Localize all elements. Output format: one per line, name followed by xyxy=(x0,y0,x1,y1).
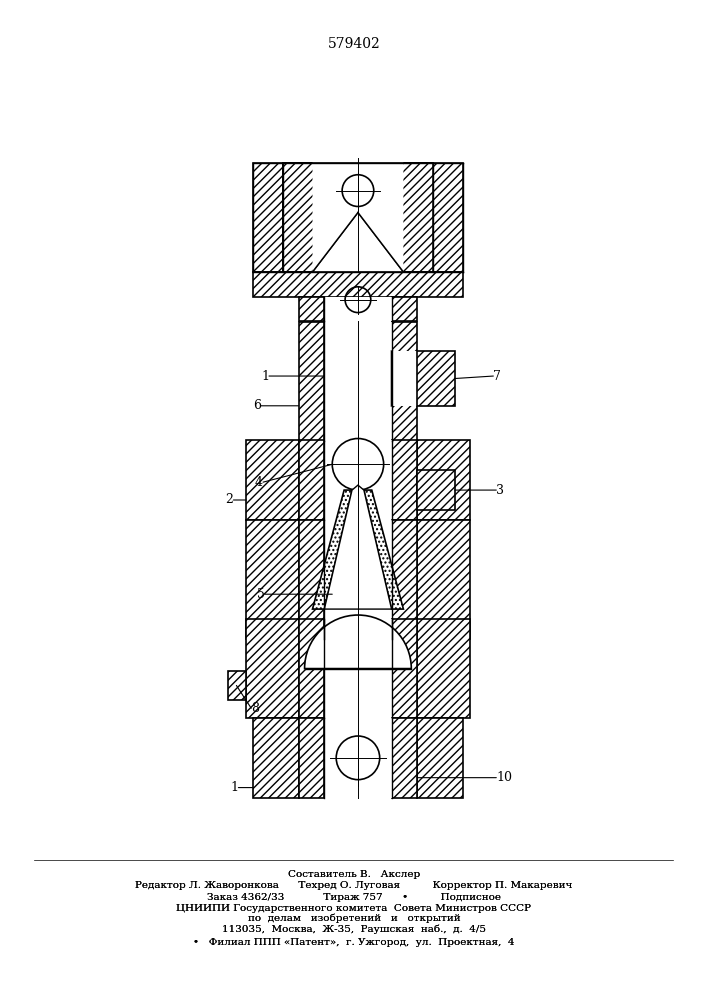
Bar xyxy=(298,297,325,321)
Text: 2: 2 xyxy=(226,493,233,506)
Polygon shape xyxy=(325,485,392,609)
Bar xyxy=(298,718,325,798)
Bar xyxy=(246,440,298,520)
Text: по  делам   изобретений   и   открытий: по делам изобретений и открытий xyxy=(247,914,460,923)
Text: 6: 6 xyxy=(253,399,261,412)
Bar xyxy=(417,520,469,639)
Text: Редактор Л. Жаворонкова      Техред О. Луговая          Корректор П. Макаревич: Редактор Л. Жаворонкова Техред О. Лугова… xyxy=(135,881,573,890)
Bar xyxy=(417,440,469,520)
Bar xyxy=(298,520,325,639)
Text: 1: 1 xyxy=(230,781,238,794)
Bar xyxy=(392,619,417,718)
Bar xyxy=(417,718,462,798)
Text: 3: 3 xyxy=(496,484,504,497)
Bar xyxy=(433,163,462,272)
Bar xyxy=(253,272,462,297)
Bar xyxy=(325,520,392,639)
Bar xyxy=(392,351,431,406)
Bar xyxy=(417,619,469,718)
Bar xyxy=(325,297,392,321)
Text: •   Филиал ППП «Патент»,  г. Ужгород,  ул.  Проектная,  4: • Филиал ППП «Патент», г. Ужгород, ул. П… xyxy=(193,938,515,947)
Bar xyxy=(392,440,417,520)
Polygon shape xyxy=(392,351,429,406)
Bar xyxy=(298,440,325,520)
Text: 113035,  Москва,  Ж-35,  Раушская  наб.,  д.  4/5: 113035, Москва, Ж-35, Раушская наб., д. … xyxy=(222,925,486,934)
Text: ЦНИИПИ Государственного комитета  Совета Министров СССР: ЦНИИПИ Государственного комитета Совета … xyxy=(177,904,532,913)
Polygon shape xyxy=(364,490,404,609)
Bar xyxy=(325,440,392,520)
Wedge shape xyxy=(305,615,411,669)
Text: ЦНИИПИ Государственного комитета  Совета Министров СССР: ЦНИИПИ Государственного комитета Совета … xyxy=(177,904,532,913)
Bar xyxy=(392,297,417,321)
Bar xyxy=(228,671,246,700)
Bar xyxy=(325,619,392,718)
Polygon shape xyxy=(283,163,358,272)
Bar xyxy=(417,470,455,510)
Bar xyxy=(253,718,298,798)
Text: Составитель В.   Акслер: Составитель В. Акслер xyxy=(288,870,420,879)
Bar xyxy=(298,619,325,718)
Polygon shape xyxy=(312,490,352,609)
Text: 113035,  Москва,  Ж-35,  Раушская  наб.,  д.  4/5: 113035, Москва, Ж-35, Раушская наб., д. … xyxy=(222,925,486,934)
Text: Составитель В.   Акслер: Составитель В. Акслер xyxy=(288,870,420,879)
Bar xyxy=(246,619,298,718)
Bar xyxy=(392,322,417,440)
Text: по  делам   изобретений   и   открытий: по делам изобретений и открытий xyxy=(247,914,460,923)
Bar xyxy=(246,520,298,639)
Text: 7: 7 xyxy=(493,370,501,383)
Text: 5: 5 xyxy=(257,588,265,601)
Text: Редактор Л. Жаворонкова      Техред О. Луговая          Корректор П. Макаревич: Редактор Л. Жаворонкова Техред О. Лугова… xyxy=(135,881,573,890)
Text: 1: 1 xyxy=(261,370,269,383)
Bar xyxy=(325,322,392,440)
Bar xyxy=(325,718,392,798)
Text: Заказ 4362/33            Тираж 757      •          Подписное: Заказ 4362/33 Тираж 757 • Подписное xyxy=(207,893,501,902)
Text: •   Филиал ППП «Патент»,  г. Ужгород,  ул.  Проектная,  4: • Филиал ППП «Патент», г. Ужгород, ул. П… xyxy=(193,938,515,947)
Text: 10: 10 xyxy=(496,771,513,784)
Bar xyxy=(298,322,325,440)
Polygon shape xyxy=(312,163,404,272)
Polygon shape xyxy=(358,163,433,272)
Bar xyxy=(253,163,283,272)
Text: 579402: 579402 xyxy=(327,37,380,51)
Text: 4: 4 xyxy=(255,476,263,489)
Bar xyxy=(417,351,455,406)
Text: 8: 8 xyxy=(251,702,259,715)
Bar xyxy=(392,718,417,798)
Bar xyxy=(392,520,417,639)
Text: Заказ 4362/33            Тираж 757      •          Подписное: Заказ 4362/33 Тираж 757 • Подписное xyxy=(207,893,501,902)
